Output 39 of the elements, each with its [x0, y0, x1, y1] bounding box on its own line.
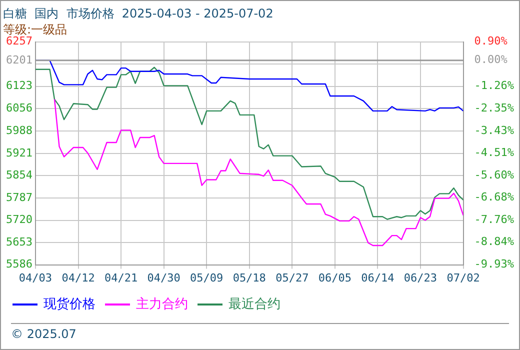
y-tick-label: 5921 — [6, 146, 32, 160]
chart-subtitle: 等级:一级品 — [3, 22, 68, 37]
chart-title: 白糖 国内 市场价格 2025-04-03 - 2025-07-02 — [3, 6, 274, 20]
x-tick-label: 04/21 — [104, 271, 138, 284]
y2-tick-label: 0.00% — [474, 53, 508, 66]
x-tick-label: 06/05 — [318, 271, 352, 284]
x-tick-label: 05/09 — [190, 271, 224, 284]
y2-tick-label: -3.43% — [474, 124, 514, 137]
y2-tick-label: -8.84% — [474, 235, 514, 248]
y-tick-label: 5988 — [6, 124, 32, 138]
x-tick-label: 04/03 — [18, 271, 52, 284]
x-tick-label: 05/18 — [232, 271, 266, 284]
legend-label: 现货价格 — [44, 296, 96, 312]
y2-tick-label: -1.26% — [474, 79, 514, 92]
x-tick-label: 07/02 — [446, 271, 480, 284]
x-tick-label: 04/12 — [62, 271, 95, 284]
y-tick-label: 5854 — [6, 168, 33, 182]
y2-tick-label: -9.93% — [474, 258, 514, 271]
x-tick-label: 06/23 — [404, 271, 438, 284]
y-tick-label: 6056 — [6, 101, 32, 114]
y-tick-label: 5787 — [6, 190, 32, 204]
x-tick-label: 06/14 — [361, 271, 395, 284]
legend-label: 主力合约 — [136, 296, 188, 312]
y-tick-label: 6123 — [6, 79, 32, 92]
y2-tick-label: -2.35% — [474, 102, 514, 115]
y-tick-label: 6201 — [6, 53, 32, 66]
x-tick-label: 04/30 — [147, 271, 180, 284]
y-tick-label: 6257 — [6, 34, 32, 48]
legend-label: 最近合约 — [228, 296, 280, 312]
x-tick-label: 05/27 — [276, 271, 309, 284]
text: © 2025.07 — [11, 323, 509, 341]
y2-tick-label: -6.68% — [474, 190, 514, 204]
y-tick-label: 5653 — [6, 235, 32, 248]
y2-tick-label: 0.90% — [474, 34, 508, 48]
y2-tick-label: -4.51% — [474, 146, 514, 160]
y2-tick-label: -7.76% — [474, 212, 514, 226]
y-tick-label: 5720 — [6, 213, 32, 226]
y2-tick-label: -5.60% — [474, 168, 514, 182]
y-tick-label: 5586 — [6, 258, 32, 271]
